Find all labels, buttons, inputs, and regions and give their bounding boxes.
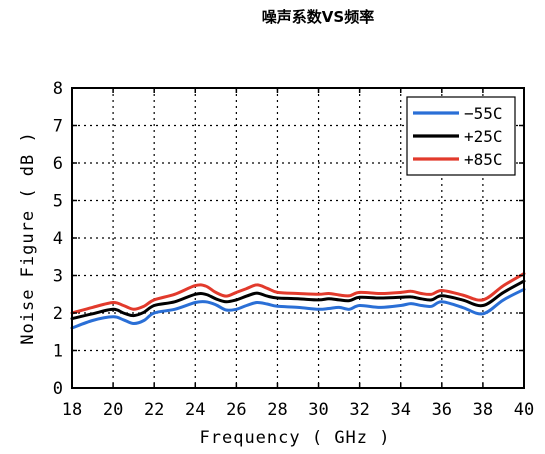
x-tick-label: 28 bbox=[267, 400, 287, 420]
x-tick-labels: 18 20 22 24 26 28 30 32 34 36 38 40 bbox=[62, 400, 534, 420]
x-tick-label: 40 bbox=[514, 400, 534, 420]
legend-label: +85C bbox=[464, 150, 503, 169]
legend: −55C +25C +85C bbox=[406, 96, 516, 176]
x-tick-label: 24 bbox=[185, 400, 205, 420]
y-tick-label: 5 bbox=[53, 192, 63, 212]
legend-label: −55C bbox=[464, 104, 503, 123]
y-tick-label: 7 bbox=[53, 117, 63, 137]
y-tick-labels: 0 1 2 3 4 5 6 7 8 bbox=[53, 79, 63, 399]
series-line-p85c bbox=[70, 272, 526, 315]
x-tick-label: 36 bbox=[432, 400, 452, 420]
series-line-m55c bbox=[70, 287, 526, 330]
x-tick-label: 20 bbox=[103, 400, 123, 420]
y-tick-label: 8 bbox=[53, 79, 63, 99]
x-tick-label: 22 bbox=[144, 400, 164, 420]
x-tick-label: 30 bbox=[308, 400, 328, 420]
y-tick-label: 4 bbox=[53, 229, 63, 249]
ticks bbox=[71, 87, 525, 389]
series-layer bbox=[70, 272, 526, 330]
y-axis-label: Noise Figure ( dB ) bbox=[18, 131, 38, 344]
x-tick-label: 34 bbox=[390, 400, 410, 420]
chart-title: 噪声系数VS频率 bbox=[262, 8, 374, 26]
legend-label: +25C bbox=[464, 127, 503, 146]
x-tick-label: 32 bbox=[349, 400, 369, 420]
x-tick-label: 18 bbox=[62, 400, 82, 420]
x-tick-label: 38 bbox=[473, 400, 493, 420]
y-tick-label: 0 bbox=[53, 379, 63, 399]
y-tick-label: 2 bbox=[53, 304, 63, 324]
y-tick-label: 3 bbox=[53, 267, 63, 287]
y-tick-label: 6 bbox=[53, 154, 63, 174]
x-tick-label: 26 bbox=[226, 400, 246, 420]
y-tick-label: 1 bbox=[53, 342, 63, 362]
series-line-p25c bbox=[70, 279, 526, 321]
x-axis-label: Frequency ( GHz ) bbox=[200, 428, 391, 448]
